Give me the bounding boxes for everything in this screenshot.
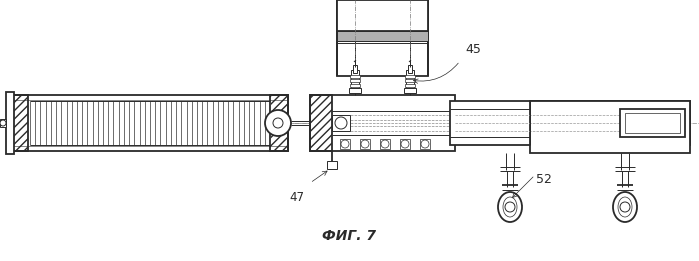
Bar: [405, 79, 415, 82]
Bar: [625, 113, 680, 133]
Bar: [270, 95, 288, 151]
Circle shape: [620, 202, 630, 212]
Circle shape: [341, 140, 349, 148]
Bar: [10, 95, 28, 151]
Circle shape: [421, 140, 429, 148]
Bar: [337, 0, 428, 76]
Bar: [350, 84, 360, 87]
Bar: [340, 139, 350, 149]
Ellipse shape: [335, 117, 347, 129]
Ellipse shape: [618, 197, 632, 217]
Bar: [408, 65, 412, 73]
Circle shape: [0, 120, 6, 126]
Bar: [360, 139, 370, 149]
Text: ФИГ. 7: ФИГ. 7: [322, 229, 376, 243]
Bar: [406, 70, 414, 88]
Bar: [405, 84, 415, 87]
Bar: [0, 119, 6, 127]
Bar: [420, 139, 430, 149]
Bar: [332, 115, 350, 131]
Bar: [310, 95, 332, 151]
Circle shape: [505, 202, 515, 212]
Bar: [405, 75, 415, 78]
Bar: [350, 79, 360, 82]
Text: 45: 45: [465, 43, 481, 56]
Ellipse shape: [503, 197, 517, 217]
Bar: [380, 139, 390, 149]
Circle shape: [401, 140, 409, 148]
Bar: [620, 109, 685, 137]
Circle shape: [361, 140, 369, 148]
Bar: [327, 161, 337, 169]
Bar: [350, 75, 360, 78]
Bar: [349, 88, 361, 93]
Bar: [400, 139, 410, 149]
Bar: [337, 0, 428, 31]
Bar: [10, 95, 288, 151]
Bar: [530, 101, 690, 153]
Circle shape: [273, 118, 283, 128]
Bar: [310, 95, 455, 151]
Circle shape: [381, 140, 389, 148]
Text: 52: 52: [536, 173, 552, 186]
Bar: [6, 92, 14, 154]
Bar: [450, 101, 690, 145]
Ellipse shape: [498, 192, 522, 222]
Ellipse shape: [613, 192, 637, 222]
Circle shape: [265, 110, 291, 136]
Bar: [353, 65, 357, 73]
Bar: [351, 70, 359, 88]
Bar: [404, 88, 416, 93]
Bar: [337, 31, 428, 41]
Text: 47: 47: [289, 191, 305, 204]
